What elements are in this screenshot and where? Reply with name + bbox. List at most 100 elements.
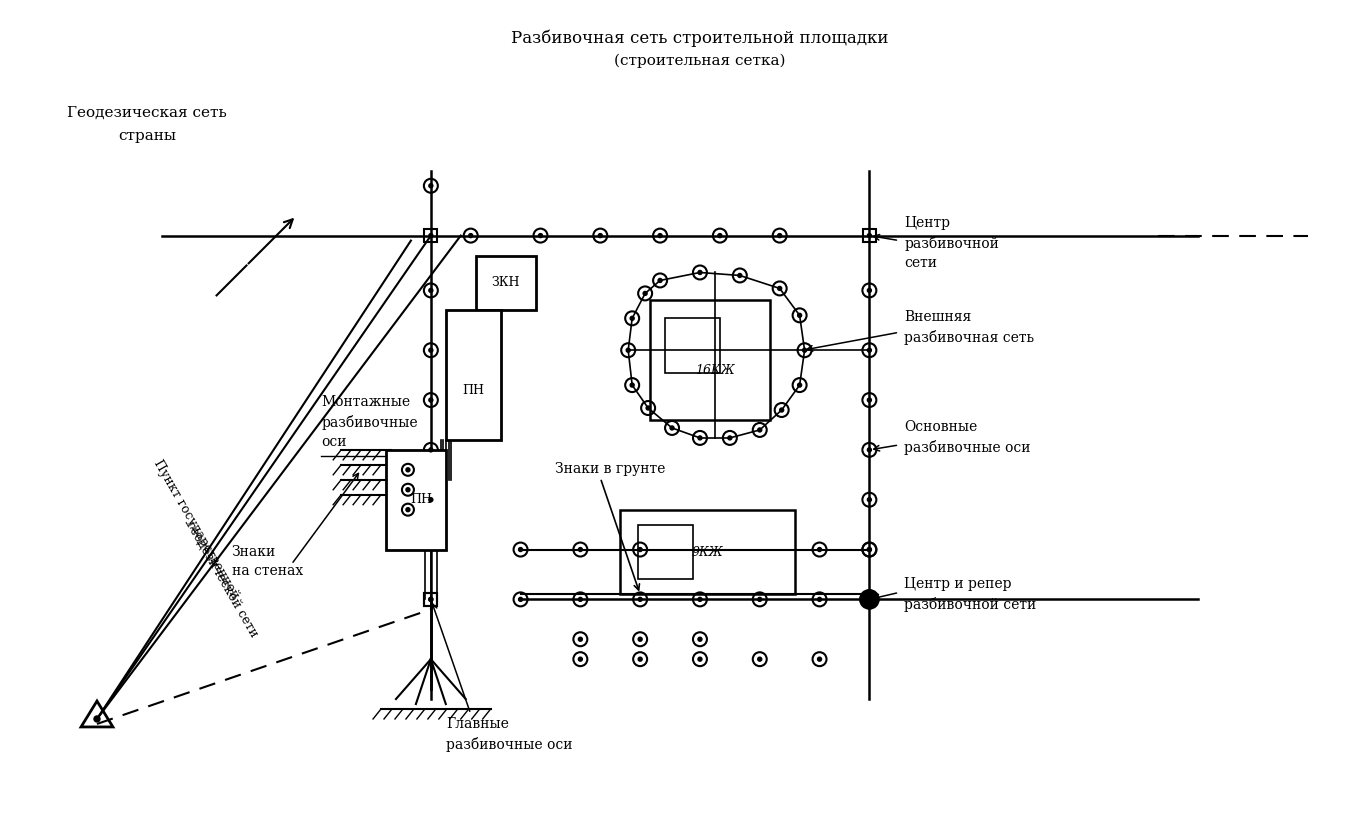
Circle shape — [637, 638, 642, 641]
Text: Знаки: Знаки — [231, 544, 276, 558]
Circle shape — [631, 383, 635, 387]
Circle shape — [860, 590, 878, 609]
Circle shape — [428, 597, 432, 601]
Circle shape — [428, 184, 432, 188]
Bar — [637, 524, 694, 580]
Circle shape — [867, 398, 871, 402]
Circle shape — [658, 279, 662, 283]
Bar — [650, 300, 770, 420]
Text: разбивочные оси: разбивочные оси — [904, 440, 1030, 455]
Circle shape — [518, 597, 523, 601]
Text: ЗКН: ЗКН — [491, 276, 520, 289]
Text: разбивочные оси: разбивочные оси — [446, 737, 572, 752]
Bar — [424, 229, 438, 242]
Circle shape — [658, 233, 662, 237]
Circle shape — [867, 233, 871, 237]
Circle shape — [518, 547, 523, 552]
Circle shape — [670, 426, 674, 430]
Circle shape — [646, 406, 650, 410]
Bar — [863, 229, 876, 242]
Circle shape — [94, 716, 100, 722]
Text: разбивочные: разбивочные — [321, 415, 417, 430]
Text: Основные: Основные — [904, 420, 978, 434]
Text: Центр и репер: Центр и репер — [904, 577, 1012, 591]
Circle shape — [867, 498, 871, 502]
Circle shape — [637, 597, 642, 601]
Circle shape — [698, 638, 702, 641]
Text: (строительная сетка): (строительная сетка) — [614, 53, 785, 68]
Circle shape — [698, 270, 702, 275]
Text: разбивочной: разбивочной — [904, 236, 999, 251]
Text: оси: оси — [321, 435, 346, 449]
Circle shape — [698, 597, 702, 601]
Text: ПН: ПН — [410, 493, 432, 506]
Circle shape — [643, 291, 647, 295]
Circle shape — [758, 597, 762, 601]
Circle shape — [579, 657, 583, 661]
Text: сети: сети — [904, 256, 937, 270]
Circle shape — [428, 289, 432, 293]
Circle shape — [818, 657, 822, 661]
Circle shape — [818, 597, 822, 601]
Circle shape — [758, 428, 762, 432]
Circle shape — [780, 408, 784, 412]
Bar — [386, 450, 446, 550]
Circle shape — [406, 468, 410, 472]
Circle shape — [798, 313, 802, 318]
Circle shape — [867, 289, 871, 293]
Circle shape — [579, 597, 583, 601]
Text: Пункт государственной: Пункт государственной — [152, 458, 242, 601]
Circle shape — [798, 383, 802, 387]
Circle shape — [818, 547, 822, 552]
Text: Внешняя: Внешняя — [904, 310, 971, 324]
Text: ПН: ПН — [462, 384, 484, 397]
Circle shape — [579, 638, 583, 641]
Text: Главные: Главные — [446, 717, 509, 731]
Circle shape — [637, 657, 642, 661]
Text: Монтажные: Монтажные — [321, 395, 410, 409]
Text: Разбивочная сеть строительной площадки: Разбивочная сеть строительной площадки — [512, 29, 889, 47]
Bar — [476, 256, 535, 310]
Text: разбивочной сети: разбивочной сети — [904, 597, 1037, 612]
Circle shape — [698, 436, 702, 440]
Circle shape — [539, 233, 543, 237]
Circle shape — [867, 597, 871, 601]
Circle shape — [867, 547, 871, 552]
Circle shape — [428, 233, 432, 237]
Text: на стенах: на стенах — [231, 565, 302, 579]
Bar — [446, 310, 501, 440]
Circle shape — [428, 448, 432, 452]
Circle shape — [737, 274, 741, 277]
Circle shape — [579, 547, 583, 552]
Circle shape — [406, 508, 410, 512]
Circle shape — [867, 448, 871, 452]
Text: 16КЖ: 16КЖ — [695, 364, 735, 376]
Circle shape — [758, 657, 762, 661]
Circle shape — [637, 547, 642, 552]
Circle shape — [631, 316, 635, 320]
Circle shape — [777, 286, 781, 290]
Circle shape — [428, 348, 432, 352]
Bar — [665, 318, 720, 373]
Bar — [620, 509, 795, 595]
Text: геодезической сети: геодезической сети — [183, 519, 260, 640]
Circle shape — [598, 233, 602, 237]
Circle shape — [627, 348, 631, 352]
Text: страны: страны — [118, 129, 176, 143]
Circle shape — [803, 348, 807, 352]
Circle shape — [777, 233, 781, 237]
Circle shape — [867, 547, 871, 552]
Circle shape — [469, 233, 473, 237]
Text: разбивочная сеть: разбивочная сеть — [904, 330, 1034, 346]
Circle shape — [728, 436, 732, 440]
Circle shape — [428, 597, 432, 601]
Text: Центр: Центр — [904, 216, 951, 230]
Circle shape — [406, 488, 410, 492]
Circle shape — [698, 657, 702, 661]
Circle shape — [428, 498, 432, 502]
Text: 9КЖ: 9КЖ — [691, 546, 722, 559]
Text: Знаки в грунте: Знаки в грунте — [555, 461, 666, 476]
Circle shape — [428, 398, 432, 402]
Circle shape — [718, 233, 722, 237]
Bar — [424, 593, 438, 606]
